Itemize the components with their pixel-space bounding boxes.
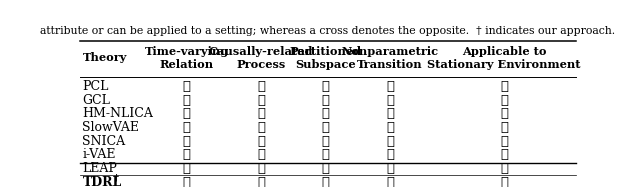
Text: PCL: PCL	[83, 80, 109, 93]
Text: ✗: ✗	[321, 148, 330, 161]
Text: ✗: ✗	[257, 107, 265, 120]
Text: Theory: Theory	[83, 52, 127, 63]
Text: ✗: ✗	[257, 80, 265, 93]
Text: Partitioned
Subspace: Partitioned Subspace	[289, 46, 362, 70]
Text: ✗: ✗	[182, 107, 191, 120]
Text: HM-NLICA: HM-NLICA	[83, 107, 154, 120]
Text: ✓: ✓	[500, 80, 508, 93]
Text: ✓: ✓	[321, 176, 330, 187]
Text: Causally-related
Process: Causally-related Process	[209, 46, 314, 70]
Text: ✗: ✗	[321, 107, 330, 120]
Text: ✗: ✗	[500, 162, 508, 175]
Text: ✗: ✗	[257, 94, 265, 107]
Text: ✗: ✗	[386, 107, 394, 120]
Text: ✓: ✓	[386, 176, 394, 187]
Text: LEAP: LEAP	[83, 162, 117, 175]
Text: ✓: ✓	[386, 162, 394, 175]
Text: ✓: ✓	[182, 94, 191, 107]
Text: ✓: ✓	[257, 162, 265, 175]
Text: ✗: ✗	[500, 135, 508, 148]
Text: SNICA: SNICA	[83, 135, 125, 148]
Text: ✓: ✓	[386, 80, 394, 93]
Text: ✓: ✓	[257, 135, 265, 148]
Text: ✗: ✗	[500, 148, 508, 161]
Text: ✗: ✗	[182, 162, 191, 175]
Text: Time-varying
Relation: Time-varying Relation	[145, 46, 228, 70]
Text: ✓: ✓	[182, 148, 191, 161]
Text: Nonparametric
Transition: Nonparametric Transition	[341, 46, 438, 70]
Text: ✗: ✗	[500, 107, 508, 120]
Text: ✗: ✗	[386, 135, 394, 148]
Text: GCL: GCL	[83, 94, 110, 107]
Text: SlowVAE: SlowVAE	[83, 121, 140, 134]
Text: ✗: ✗	[321, 80, 330, 93]
Text: ✓: ✓	[500, 94, 508, 107]
Text: ✓: ✓	[386, 94, 394, 107]
Text: †: †	[113, 174, 118, 183]
Text: ✗: ✗	[182, 80, 191, 93]
Text: ✗: ✗	[182, 121, 191, 134]
Text: i-VAE: i-VAE	[83, 148, 116, 161]
Text: ✗: ✗	[257, 148, 265, 161]
Text: ✗: ✗	[321, 162, 330, 175]
Text: ✗: ✗	[386, 148, 394, 161]
Text: ✗: ✗	[321, 121, 330, 134]
Text: ✓: ✓	[500, 121, 508, 134]
Text: ✗: ✗	[386, 121, 394, 134]
Text: ✓: ✓	[257, 176, 265, 187]
Text: ✓: ✓	[182, 176, 191, 187]
Text: ✗: ✗	[257, 121, 265, 134]
Text: Applicable to
Stationary Environment: Applicable to Stationary Environment	[428, 46, 581, 70]
Text: ✓: ✓	[500, 176, 508, 187]
Text: attribute or can be applied to a setting; whereas a cross denotes the opposite. : attribute or can be applied to a setting…	[40, 26, 616, 36]
Text: ✗: ✗	[321, 135, 330, 148]
Text: ✓: ✓	[182, 135, 191, 148]
Text: ✗: ✗	[321, 94, 330, 107]
Text: TDRL: TDRL	[83, 176, 122, 187]
